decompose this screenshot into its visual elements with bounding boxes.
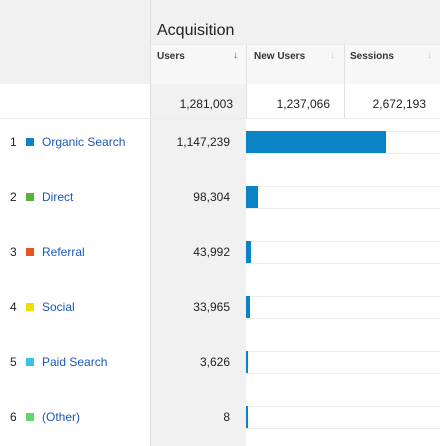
channel-link[interactable]: Referral [42, 245, 85, 259]
column-header-background [150, 44, 440, 84]
sort-arrow-icon[interactable]: ↓ [330, 50, 335, 61]
sort-arrow-icon[interactable]: ↓ [233, 50, 238, 61]
channel-link[interactable]: Social [42, 300, 75, 314]
color-swatch-icon [26, 358, 34, 366]
users-bar [246, 241, 251, 263]
row-number: 1 [10, 135, 17, 149]
color-swatch-icon [26, 193, 34, 201]
bar-track [246, 263, 440, 264]
color-swatch-icon [26, 303, 34, 311]
users-bar [246, 131, 386, 153]
bar-track [246, 318, 440, 319]
total-users: 1,281,003 [179, 97, 233, 111]
bar-track [246, 406, 440, 407]
divider-new-users [344, 44, 345, 118]
users-value: 8 [223, 410, 230, 424]
users-value: 1,147,239 [176, 135, 230, 149]
row-number: 3 [10, 245, 17, 259]
row-number: 5 [10, 355, 17, 369]
users-value: 98,304 [193, 190, 230, 204]
bar-track [246, 153, 440, 154]
divider-users [246, 44, 247, 118]
users-bar [246, 296, 250, 318]
users-value: 33,965 [193, 300, 230, 314]
channel-link[interactable]: Direct [42, 190, 74, 204]
channel-link[interactable]: Organic Search [42, 135, 126, 149]
users-value: 43,992 [193, 245, 230, 259]
header-divider [150, 44, 440, 45]
bar-track [246, 373, 440, 374]
bar-track [246, 428, 440, 429]
totals-divider [0, 118, 440, 119]
channel-link[interactable]: (Other) [42, 410, 81, 424]
total-new-users: 1,237,066 [276, 97, 330, 111]
header-background-left [0, 0, 150, 84]
users-column-shade [150, 84, 246, 446]
users-bar [246, 406, 248, 428]
column-header-sessions[interactable]: Sessions [350, 51, 394, 62]
header-background-metrics [150, 0, 440, 44]
bar-track [246, 296, 440, 297]
channel-link[interactable]: Paid Search [42, 355, 108, 369]
users-bar [246, 186, 258, 208]
section-title: Acquisition [157, 22, 235, 39]
column-header-users[interactable]: Users [157, 51, 185, 62]
color-swatch-icon [26, 138, 34, 146]
users-value: 3,626 [199, 355, 230, 369]
bar-track [246, 186, 440, 187]
total-sessions: 2,672,193 [372, 97, 426, 111]
users-bar [246, 351, 248, 373]
sort-arrow-icon[interactable]: ↓ [427, 50, 432, 61]
color-swatch-icon [26, 248, 34, 256]
bar-track [246, 351, 440, 352]
color-swatch-icon [26, 413, 34, 421]
column-header-new-users[interactable]: New Users [254, 51, 306, 62]
row-number: 2 [10, 190, 17, 204]
row-number: 6 [10, 410, 17, 424]
bar-track [246, 208, 440, 209]
divider-left [150, 0, 151, 446]
bar-track [246, 241, 440, 242]
row-number: 4 [10, 300, 17, 314]
